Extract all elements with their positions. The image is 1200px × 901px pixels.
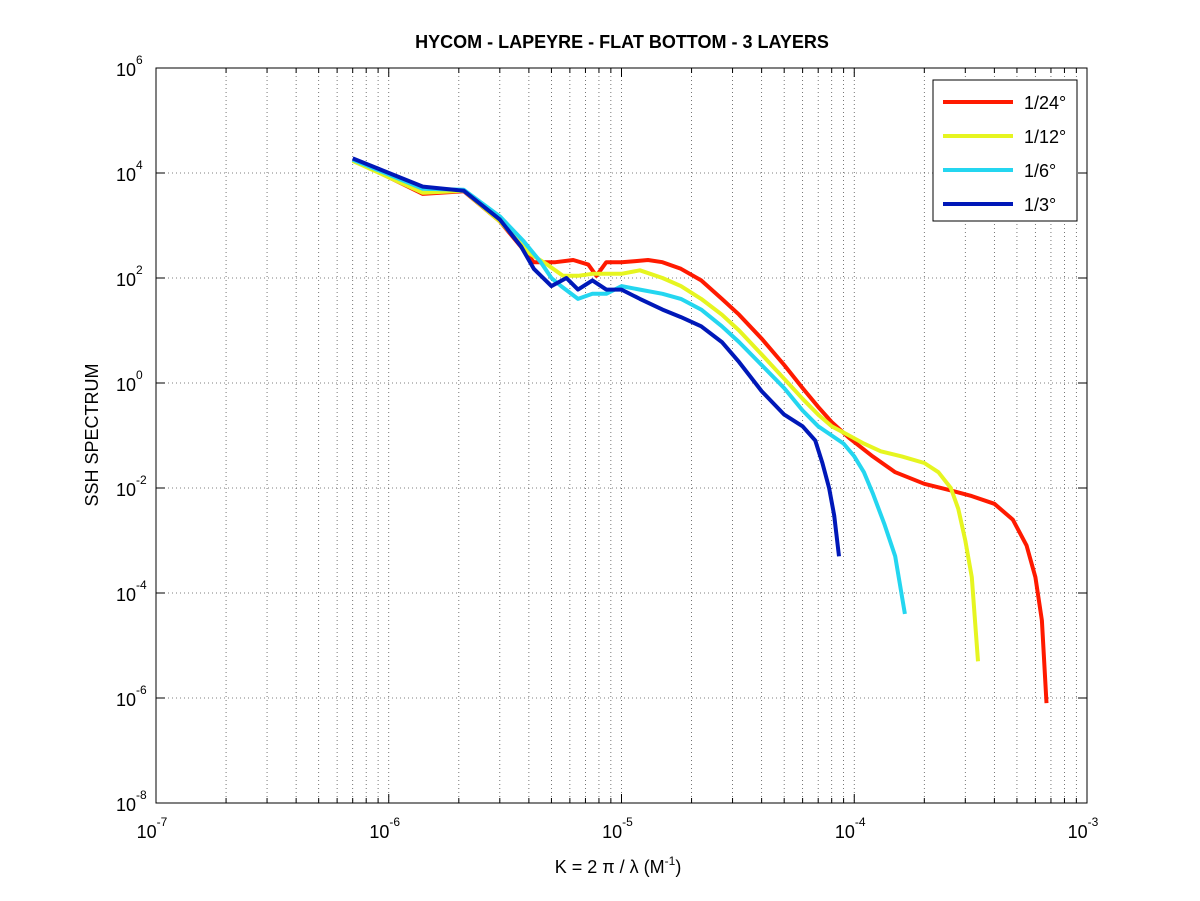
x-tick-labels: 10-7 10-6 10-5 10-4 10-3 xyxy=(137,815,1099,842)
y-tick-label-base: 10 xyxy=(116,480,136,500)
y-tick-label: 10-4 xyxy=(116,578,147,605)
series-line-1-3- xyxy=(351,156,841,557)
x-tick-label-exp: -4 xyxy=(855,815,866,829)
y-tick-label-base: 10 xyxy=(116,375,136,395)
y-tick-label: 100 xyxy=(116,368,143,395)
y-tick-label: 106 xyxy=(116,53,143,80)
y-tick-label-exp: 0 xyxy=(136,368,143,382)
y-tick-label-base: 10 xyxy=(116,270,136,290)
legend-label: 1/3° xyxy=(1024,195,1056,215)
legend-label: 1/12° xyxy=(1024,127,1066,147)
y-tick-label-exp: 2 xyxy=(136,263,143,277)
x-tick-label-base: 10 xyxy=(137,822,157,842)
y-tick-label-base: 10 xyxy=(116,165,136,185)
y-tick-label: 104 xyxy=(116,158,143,185)
series-line-1-6- xyxy=(351,157,907,615)
x-tick-label: 10-7 xyxy=(137,815,168,842)
y-tick-label: 10-6 xyxy=(116,683,147,710)
x-tick-label: 10-4 xyxy=(835,815,866,842)
y-tick-label: 102 xyxy=(116,263,143,290)
x-tick-label: 10-5 xyxy=(602,815,633,842)
y-tick-label-base: 10 xyxy=(116,585,136,605)
y-tick-label-exp: -6 xyxy=(136,683,147,697)
x-tick-label-exp: -3 xyxy=(1088,815,1099,829)
tick-marks xyxy=(155,67,1087,804)
x-axis-label: K = 2 π / λ (M-1) xyxy=(555,854,682,877)
x-tick-label-exp: -6 xyxy=(389,815,400,829)
y-tick-label-exp: 6 xyxy=(136,53,143,67)
x-axis-label-exp: -1 xyxy=(665,854,676,868)
x-tick-label-exp: -5 xyxy=(622,815,633,829)
y-axis-label: SSH SPECTRUM xyxy=(82,363,102,506)
x-axis-label-main: K = 2 π / λ (M xyxy=(555,857,665,877)
x-tick-label-base: 10 xyxy=(369,822,389,842)
y-tick-label: 10-8 xyxy=(116,788,147,815)
legend: 1/24° 1/12° 1/6° 1/3° xyxy=(932,79,1078,222)
y-tick-label: 10-2 xyxy=(116,473,147,500)
x-tick-label-base: 10 xyxy=(1068,822,1088,842)
x-tick-label: 10-6 xyxy=(369,815,400,842)
y-tick-label-exp: -4 xyxy=(136,578,147,592)
x-tick-label: 10-3 xyxy=(1068,815,1099,842)
grid-layer xyxy=(156,68,1087,803)
y-tick-label-base: 10 xyxy=(116,690,136,710)
series-line-1-12- xyxy=(351,159,980,662)
x-tick-label-base: 10 xyxy=(835,822,855,842)
y-tick-label-exp: 4 xyxy=(136,158,143,172)
y-tick-label-exp: -8 xyxy=(136,788,147,802)
chart-title: HYCOM - LAPEYRE - FLAT BOTTOM - 3 LAYERS xyxy=(415,32,829,52)
legend-label: 1/24° xyxy=(1024,93,1066,113)
x-tick-label-base: 10 xyxy=(602,822,622,842)
x-tick-label-exp: -7 xyxy=(157,815,168,829)
series-line-1-24- xyxy=(351,157,1049,704)
y-tick-label-base: 10 xyxy=(116,795,136,815)
y-tick-label-base: 10 xyxy=(116,60,136,80)
x-axis-label-close: ) xyxy=(675,857,681,877)
y-tick-label-exp: -2 xyxy=(136,473,147,487)
series-layer xyxy=(351,156,1049,704)
legend-label: 1/6° xyxy=(1024,161,1056,181)
